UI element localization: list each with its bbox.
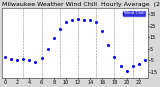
Legend: Wind Chill: Wind Chill <box>122 10 146 17</box>
Text: Milwaukee Weather Wind Chill  Hourly Average  (24 Hours): Milwaukee Weather Wind Chill Hourly Aver… <box>2 2 160 7</box>
